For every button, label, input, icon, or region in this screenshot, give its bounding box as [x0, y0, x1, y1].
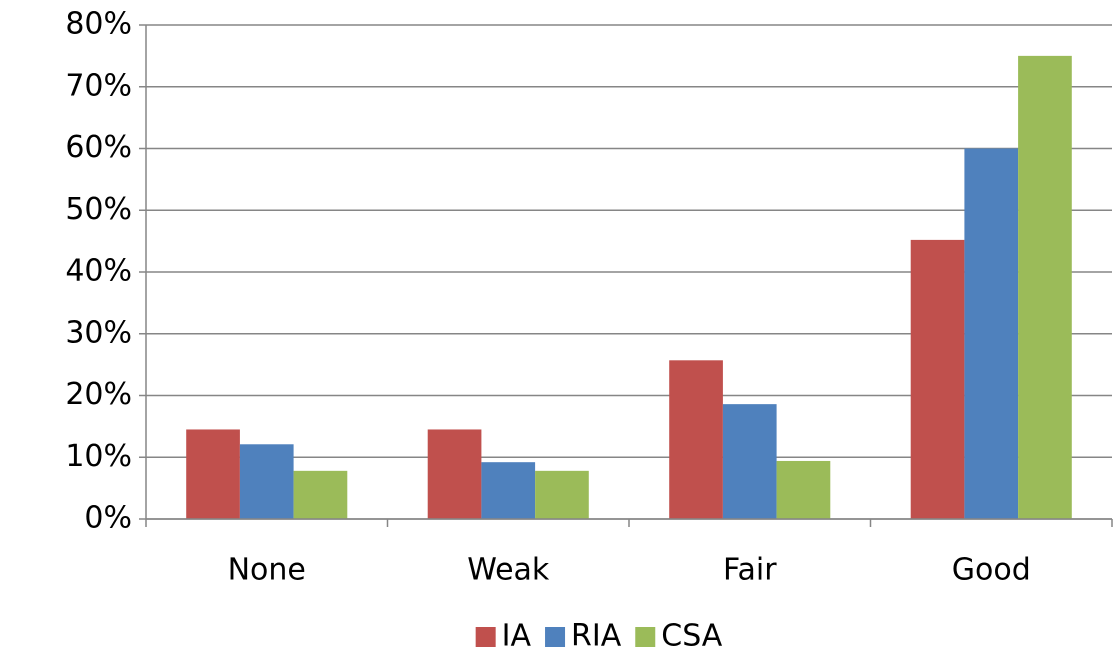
x-tick-label: None	[228, 553, 306, 588]
legend-swatch	[475, 627, 496, 647]
legend-swatch	[545, 627, 566, 647]
bar	[669, 360, 723, 519]
bar	[722, 404, 777, 519]
y-tick-label: 30%	[65, 315, 132, 350]
bar	[239, 444, 294, 519]
bar	[535, 470, 589, 519]
bar	[186, 429, 240, 519]
legend-label: RIA	[571, 619, 622, 654]
y-tick-label: 10%	[65, 439, 132, 474]
y-tick-label: 50%	[65, 192, 132, 227]
y-tick-label: 40%	[65, 254, 132, 289]
y-tick-label: 0%	[84, 501, 132, 536]
legend-swatch	[635, 627, 656, 647]
bar	[481, 462, 536, 519]
legend-label: IA	[502, 619, 532, 654]
bar	[910, 239, 965, 519]
y-tick-label: 20%	[65, 377, 132, 412]
y-tick-label: 70%	[65, 68, 132, 103]
x-tick-label: Weak	[467, 553, 550, 588]
bar	[964, 148, 1019, 519]
bar	[1018, 55, 1072, 519]
y-tick-label: 80%	[65, 7, 132, 42]
bar	[427, 429, 482, 519]
bar	[293, 470, 348, 519]
y-tick-label: 60%	[65, 130, 132, 165]
x-tick-label: Good	[952, 553, 1031, 588]
bar	[776, 460, 831, 519]
legend-label: CSA	[661, 619, 723, 654]
x-tick-label: Fair	[723, 553, 777, 588]
